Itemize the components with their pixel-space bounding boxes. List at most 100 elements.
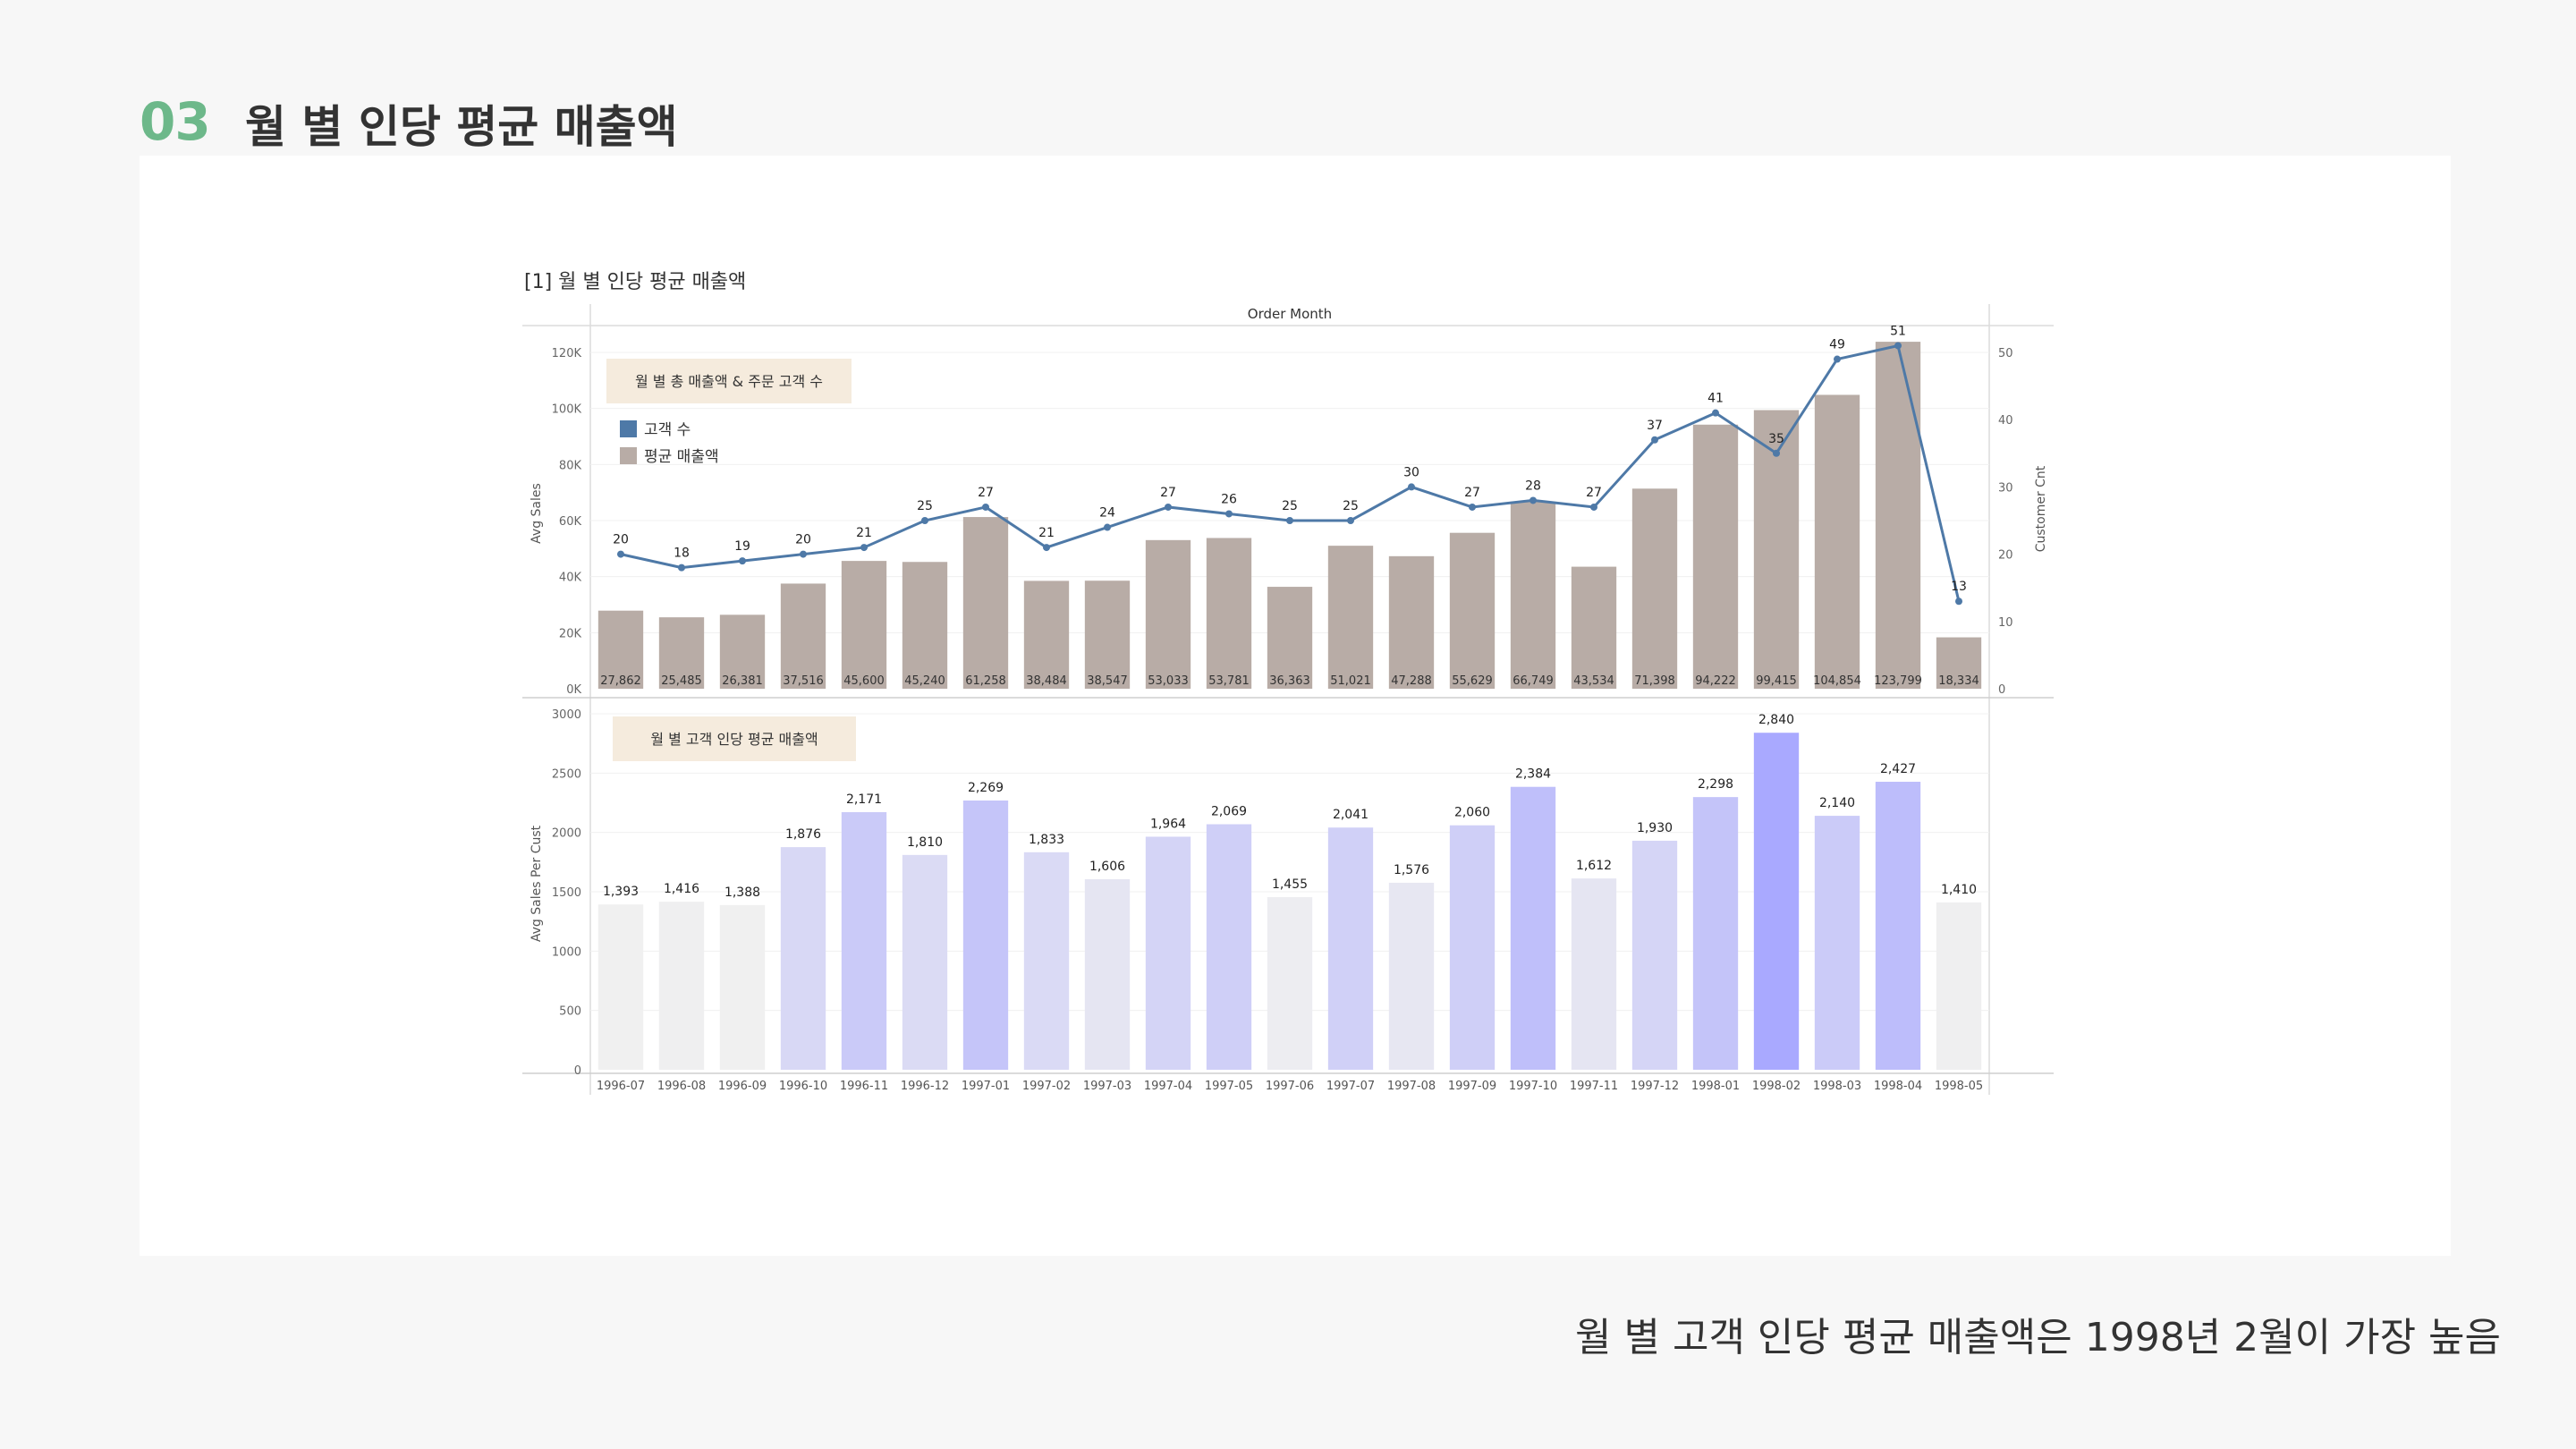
sales-bar — [1327, 546, 1374, 689]
per-cust-bar — [1023, 852, 1070, 1070]
chart-title: [1] 월 별 인당 평균 매출액 — [524, 271, 746, 293]
per-cust-bar-label: 1,612 — [1576, 859, 1612, 873]
per-cust-bar — [1327, 827, 1374, 1070]
per-cust-bar-label: 2,060 — [1454, 806, 1490, 820]
top-ytick-left: 100K — [552, 403, 582, 417]
top-ytick-left: 80K — [559, 459, 582, 472]
per-cust-bar — [1267, 896, 1313, 1070]
sales-bar — [658, 617, 705, 689]
panel-label-bottom-bg — [613, 716, 856, 761]
per-cust-bar-label: 1,393 — [603, 885, 639, 899]
per-cust-bar-label: 1,930 — [1637, 821, 1673, 835]
customer-point — [1894, 342, 1902, 350]
per-cust-bar — [1571, 878, 1617, 1070]
sales-bar-label: 26,381 — [722, 674, 763, 688]
panel-label-bottom-text: 월 별 고객 인당 평균 매출액 — [650, 731, 818, 748]
per-cust-bar-label: 2,171 — [846, 792, 882, 807]
sales-bar-label: 45,240 — [904, 674, 945, 688]
panel-label-top: 월 별 총 매출액 & 주문 고객 수 — [606, 359, 852, 403]
sales-bar-label: 38,484 — [1026, 674, 1067, 688]
customer-point — [1408, 483, 1415, 491]
sales-bar-label: 104,854 — [1813, 674, 1861, 688]
x-tick-label: 1998-03 — [1813, 1080, 1861, 1093]
top-ytick-left: 120K — [552, 347, 582, 360]
panel-label-bottom: 월 별 고객 인당 평균 매출액 — [613, 716, 856, 761]
top-ytick-right: 30 — [1998, 481, 2013, 495]
customer-point — [860, 544, 868, 552]
top-ytick-left: 40K — [559, 572, 582, 585]
per-cust-bar — [1388, 882, 1435, 1070]
conclusion-text: 월 별 고객 인당 평균 매출액은 1998년 2월이 가장 높음 — [1575, 1315, 2501, 1360]
customer-point-label: 41 — [1707, 392, 1724, 406]
x-tick-label: 1998-05 — [1935, 1080, 1983, 1093]
customer-point — [1347, 517, 1354, 524]
x-tick-label: 1996-10 — [779, 1080, 827, 1093]
customer-line: 20 18 19 20 21 25 27 21 24 27 26 25 25 30 27 28 27 37 41 35… — [613, 324, 1967, 606]
customer-point-label: 13 — [1951, 580, 1967, 594]
customer-point-label: 30 — [1403, 465, 1419, 479]
sales-bar-label: 94,222 — [1695, 674, 1736, 688]
sales-bar-label: 37,516 — [783, 674, 824, 688]
customer-point — [1834, 355, 1841, 363]
x-tick-label: 1997-03 — [1083, 1080, 1131, 1093]
top-ytick-right: 50 — [1998, 347, 2013, 360]
top-ytick-left: 60K — [559, 515, 582, 529]
x-tick-label: 1997-06 — [1266, 1080, 1314, 1093]
x-tick-label: 1997-05 — [1205, 1080, 1253, 1093]
section-number: 03 — [140, 91, 211, 152]
legend: 고객 수 평균 매출액 — [620, 420, 719, 466]
customer-point — [1712, 409, 1719, 417]
sales-bar-label: 123,799 — [1874, 674, 1922, 688]
per-cust-bar-label: 1,416 — [664, 882, 699, 896]
x-tick-label: 1998-01 — [1691, 1080, 1740, 1093]
sales-bar-label: 38,547 — [1087, 674, 1128, 688]
sales-bar-label: 99,415 — [1756, 674, 1797, 688]
sales-bar — [1145, 539, 1191, 689]
x-tick-label: 1996-12 — [901, 1080, 949, 1093]
x-tick-label: 1996-07 — [597, 1080, 645, 1093]
per-cust-bar — [1814, 816, 1860, 1070]
chart-frame — [522, 304, 2054, 1095]
customer-point-label: 27 — [1160, 486, 1176, 500]
customer-point — [1590, 503, 1597, 511]
customer-point-label: 37 — [1647, 419, 1663, 433]
bottom-ytick: 3000 — [552, 708, 581, 722]
sales-bar — [1023, 580, 1070, 689]
sales-bar — [1510, 501, 1556, 689]
sales-bar-label: 51,021 — [1330, 674, 1371, 688]
customer-point-label: 19 — [734, 539, 750, 554]
sales-bar-label: 27,862 — [600, 674, 641, 688]
per-cust-bar-label: 1,810 — [907, 835, 943, 850]
customer-point — [678, 564, 685, 572]
sales-bar — [1388, 555, 1435, 689]
bottom-ytick: 1500 — [552, 886, 581, 900]
top-ytick-right: 40 — [1998, 414, 2013, 428]
sales-bar — [1267, 587, 1313, 689]
customer-point-label: 25 — [1282, 499, 1298, 513]
customer-point — [1104, 523, 1111, 531]
customer-point-label: 26 — [1221, 492, 1237, 506]
sales-bar — [841, 561, 887, 689]
content-card: [1] 월 별 인당 평균 매출액 Order Month Avg Sales … — [140, 156, 2501, 1360]
per-cust-bar — [1936, 902, 1982, 1070]
sales-bar-label: 36,363 — [1269, 674, 1310, 688]
customer-point-label: 28 — [1525, 479, 1541, 493]
ylabel-left-top: Avg Sales — [530, 483, 544, 544]
per-cust-bar-label: 1,576 — [1394, 863, 1429, 877]
sales-bar-label: 45,600 — [843, 674, 885, 688]
x-tick-label: 1997-12 — [1631, 1080, 1679, 1093]
sales-bar-label: 47,288 — [1391, 674, 1432, 688]
per-cust-bar — [1145, 836, 1191, 1070]
panel-label-top-text: 월 별 총 매출액 & 주문 고객 수 — [635, 373, 823, 390]
top-ytick-right: 10 — [1998, 616, 2013, 630]
top-axis-header: Order Month — [1248, 306, 1332, 322]
customer-point — [739, 557, 746, 565]
per-cust-bar-label: 2,427 — [1880, 762, 1916, 776]
per-cust-bar-label: 2,041 — [1333, 808, 1368, 822]
sales-bar-label: 25,485 — [661, 674, 702, 688]
sales-bar — [597, 610, 644, 689]
bottom-ytick: 0 — [574, 1064, 581, 1078]
per-cust-bar-label: 1,410 — [1941, 883, 1977, 897]
sales-bar-label: 53,781 — [1208, 674, 1250, 688]
customer-point — [1286, 517, 1293, 524]
